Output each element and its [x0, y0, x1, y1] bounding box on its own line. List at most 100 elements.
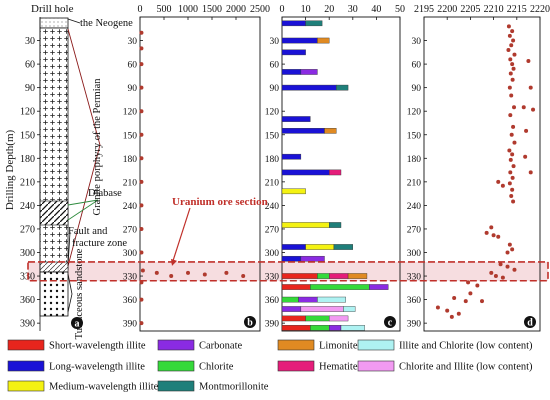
data-point — [475, 283, 480, 288]
y-tick-label: 360 — [123, 296, 138, 306]
y-tick-label: 60 — [412, 61, 422, 71]
data-point — [506, 47, 511, 52]
data-point — [139, 179, 144, 184]
data-point — [241, 274, 246, 279]
data-point — [512, 267, 517, 272]
x-tick-label: 1000 — [178, 4, 198, 15]
y-tick-label: 270 — [265, 225, 280, 235]
y-tick-label: 120 — [265, 108, 280, 118]
data-point — [496, 234, 501, 239]
y-tick-label: 30 — [128, 37, 138, 47]
data-point — [507, 242, 512, 247]
data-point — [531, 107, 536, 112]
data-point — [510, 247, 515, 252]
bar-segment-illite-chlorite-low — [343, 306, 356, 312]
panel-letter-c: c — [388, 318, 393, 329]
uranium-ore-arrowhead — [171, 258, 177, 266]
x-tick-label: 500 — [157, 4, 172, 15]
uranium-ore-band — [28, 261, 548, 281]
diabase-label: Diabase — [88, 188, 122, 199]
x-tick-label: 10 — [301, 4, 311, 15]
data-point — [139, 250, 144, 255]
data-point — [491, 233, 496, 238]
bar-segment-montmorillonite — [305, 20, 323, 27]
x-tick-label: 2500 — [250, 4, 270, 15]
diabase-layer — [39, 200, 69, 226]
y-tick-label: 180 — [407, 155, 422, 165]
data-point — [489, 225, 494, 230]
legend-swatch-chlorite-illite-low — [357, 360, 395, 372]
uranium-ore-box — [27, 261, 549, 282]
x-tick-label: 0 — [138, 4, 143, 15]
y-tick-label: 90 — [412, 84, 422, 94]
bar-segment-carbonate — [300, 69, 318, 75]
uranium-ore-label: Uranium ore section — [172, 196, 268, 208]
data-point — [500, 183, 505, 188]
data-point — [139, 132, 144, 137]
data-point — [489, 270, 494, 275]
legend-swatch-medium-illite — [7, 380, 45, 392]
y-tick-label: 180 — [265, 155, 280, 165]
data-point — [140, 268, 145, 273]
panel-b-scatter: 0 500 1000 1500 2000 2500 30 60 90 120 150 180 210 24… — [123, 4, 270, 332]
panel-c-mineral-bars: 0 10 20 30 40 50 30 60 90 120 150 180 210 240 270 300 33… — [265, 4, 405, 332]
data-point — [493, 274, 498, 279]
data-point — [445, 308, 450, 313]
panel-letter-d: d — [527, 318, 533, 329]
bar-segment-short-illite — [281, 273, 318, 279]
y-tick-label: 300 — [265, 249, 280, 259]
x-tick-label: 30 — [348, 4, 358, 15]
y-tick-label: 120 — [407, 108, 422, 118]
data-point — [510, 187, 515, 192]
tuff-label: Tuffaceous sandstone — [74, 248, 85, 339]
legend-swatch-montmorillonite — [157, 380, 195, 392]
data-point — [509, 43, 514, 48]
legend-label-illite-chlorite-low: Illite and Chlorite (low content) — [399, 341, 533, 352]
bar-segment-chlorite — [310, 325, 330, 331]
data-point — [511, 38, 516, 43]
bar-segment-chlorite-illite-low — [329, 315, 349, 322]
y-tick-label: 210 — [123, 178, 138, 188]
data-point — [139, 156, 144, 161]
y-tick-label: 240 — [265, 202, 280, 212]
data-point — [508, 113, 513, 118]
granite-porphyry-layer — [39, 27, 69, 271]
y-tick-label: 150 — [265, 131, 280, 141]
bar-segment-chlorite — [305, 315, 330, 322]
bar-segment-hematite — [329, 273, 349, 279]
uranium-ore-arrow — [171, 207, 191, 265]
bar-segment-long-illite — [281, 169, 330, 176]
bar-segment-long-illite — [281, 20, 306, 27]
data-point — [456, 311, 461, 316]
permian-label: Granite porphyry of the Permian — [92, 78, 103, 216]
data-point — [526, 58, 531, 63]
bar-segment-limonite — [347, 273, 368, 279]
legend-swatch-hematite — [277, 360, 315, 372]
depth-tick-label: 90 — [25, 83, 35, 94]
data-point — [463, 299, 468, 304]
bar-segment-long-illite — [281, 128, 325, 134]
bar-segment-short-illite — [281, 284, 311, 290]
data-point — [139, 85, 144, 90]
bar-segment-carbonate — [329, 325, 342, 331]
data-point — [508, 170, 513, 175]
data-point — [505, 250, 510, 255]
data-point — [511, 164, 516, 169]
data-point — [528, 85, 533, 90]
bar-segment-montmorillonite — [333, 244, 354, 250]
bar-segment-long-illite — [281, 244, 306, 250]
data-point — [468, 291, 473, 296]
y-tick-label: 330 — [123, 273, 138, 283]
bar-segment-long-illite — [281, 49, 306, 56]
data-point — [510, 77, 515, 82]
data-point — [496, 179, 501, 184]
data-point — [528, 170, 533, 175]
legend-swatch-long-illite — [7, 360, 45, 372]
depth-tick-label: 120 — [20, 107, 35, 118]
fault-fracture-layer — [39, 261, 69, 273]
tuffaceous-sandstone-layer — [39, 271, 69, 317]
panel-letter-d-badge — [524, 316, 536, 328]
diabase-leader — [67, 199, 99, 221]
legend-label-short-illite: Short-wavelength illite — [49, 341, 146, 352]
